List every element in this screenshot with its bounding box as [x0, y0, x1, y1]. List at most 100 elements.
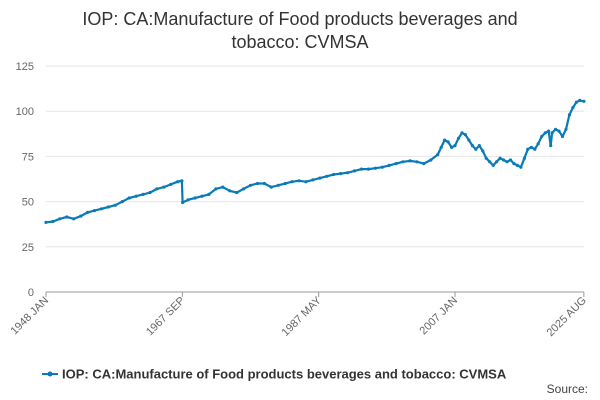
data-point[interactable] — [72, 217, 76, 221]
data-point[interactable] — [543, 131, 547, 135]
data-point[interactable] — [554, 127, 558, 131]
data-point[interactable] — [235, 191, 239, 195]
data-point[interactable] — [502, 158, 506, 162]
data-point[interactable] — [394, 162, 398, 166]
data-point[interactable] — [92, 209, 97, 213]
data-point[interactable] — [304, 180, 308, 184]
data-point[interactable] — [99, 207, 104, 211]
data-point[interactable] — [51, 219, 55, 224]
data-point[interactable] — [134, 194, 138, 198]
data-point[interactable] — [540, 134, 544, 139]
data-point[interactable] — [526, 147, 530, 151]
data-point[interactable] — [346, 171, 350, 175]
data-point[interactable] — [574, 100, 579, 104]
data-point[interactable] — [311, 178, 315, 182]
data-point[interactable] — [515, 163, 520, 167]
data-point[interactable] — [169, 182, 173, 186]
data-point[interactable] — [180, 179, 184, 183]
data-point[interactable] — [463, 133, 467, 137]
data-point[interactable] — [79, 214, 83, 218]
legend[interactable]: IOP: CA:Manufacture of Food products bev… — [42, 367, 507, 382]
data-point[interactable] — [567, 113, 572, 117]
data-point[interactable] — [283, 181, 287, 186]
data-point[interactable] — [255, 181, 260, 186]
data-point[interactable] — [415, 160, 419, 164]
data-point[interactable] — [352, 169, 357, 173]
data-point[interactable] — [536, 142, 540, 146]
data-point[interactable] — [488, 160, 492, 164]
data-point[interactable] — [549, 144, 553, 148]
data-point[interactable] — [505, 160, 509, 164]
data-point[interactable] — [44, 220, 48, 224]
data-point[interactable] — [120, 200, 124, 204]
data-point[interactable] — [325, 174, 329, 178]
data-point[interactable] — [269, 185, 273, 189]
data-point[interactable] — [65, 215, 69, 219]
data-point[interactable] — [113, 203, 117, 207]
data-point[interactable] — [578, 98, 582, 102]
data-point[interactable] — [207, 192, 211, 196]
data-point[interactable] — [439, 145, 443, 149]
data-point[interactable] — [557, 129, 561, 133]
data-point[interactable] — [181, 200, 185, 205]
data-point[interactable] — [193, 196, 197, 200]
data-point[interactable] — [176, 180, 180, 184]
data-point[interactable] — [58, 217, 62, 221]
data-point[interactable] — [519, 165, 523, 169]
data-point[interactable] — [547, 129, 551, 133]
data-point[interactable] — [387, 163, 391, 167]
data-point[interactable] — [366, 167, 370, 171]
data-point[interactable] — [242, 187, 246, 191]
data-point[interactable] — [456, 136, 461, 140]
data-point[interactable] — [162, 185, 166, 189]
data-point[interactable] — [141, 192, 145, 196]
data-point[interactable] — [262, 181, 266, 186]
data-point[interactable] — [460, 131, 464, 135]
data-point[interactable] — [297, 179, 301, 183]
data-point[interactable] — [359, 167, 364, 171]
data-point[interactable] — [401, 160, 405, 164]
data-point[interactable] — [512, 162, 516, 166]
data-point[interactable] — [429, 158, 433, 162]
data-point[interactable] — [481, 149, 485, 153]
data-point[interactable] — [533, 147, 537, 151]
data-point[interactable] — [373, 166, 377, 170]
data-point[interactable] — [228, 189, 232, 193]
data-point[interactable] — [290, 180, 294, 184]
data-point[interactable] — [446, 140, 450, 144]
data-point[interactable] — [186, 198, 190, 202]
data-point[interactable] — [474, 147, 478, 151]
data-point[interactable] — [495, 160, 499, 164]
data-point[interactable] — [560, 134, 565, 139]
data-point[interactable] — [453, 144, 457, 148]
data-point[interactable] — [564, 127, 568, 131]
data-point[interactable] — [522, 156, 527, 160]
data-point[interactable] — [529, 145, 533, 149]
data-point[interactable] — [380, 165, 384, 169]
data-point[interactable] — [470, 144, 474, 148]
data-point[interactable] — [148, 191, 152, 195]
data-point[interactable] — [155, 187, 159, 191]
data-point[interactable] — [436, 153, 440, 157]
data-point[interactable] — [214, 187, 218, 191]
data-point[interactable] — [422, 162, 426, 166]
data-point[interactable] — [221, 185, 225, 189]
data-point[interactable] — [86, 210, 90, 214]
data-point[interactable] — [508, 158, 513, 162]
data-point[interactable] — [477, 144, 481, 148]
data-point[interactable] — [498, 156, 502, 160]
data-point[interactable] — [582, 99, 586, 103]
data-point[interactable] — [571, 106, 575, 110]
data-point[interactable] — [200, 194, 204, 198]
data-point[interactable] — [484, 156, 488, 160]
data-point[interactable] — [450, 145, 454, 149]
data-point[interactable] — [550, 131, 554, 135]
data-point[interactable] — [443, 138, 447, 142]
data-point[interactable] — [467, 138, 471, 142]
data-point[interactable] — [318, 176, 322, 180]
data-point[interactable] — [276, 183, 280, 187]
data-point[interactable] — [127, 196, 131, 200]
data-point[interactable] — [339, 172, 343, 176]
data-point[interactable] — [491, 163, 495, 167]
data-point[interactable] — [106, 205, 110, 209]
